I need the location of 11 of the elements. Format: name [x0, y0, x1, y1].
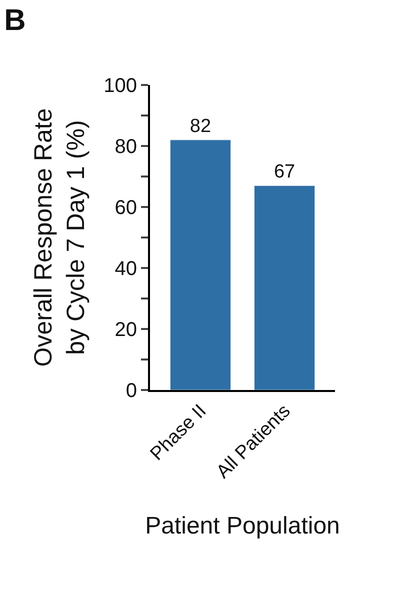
x-axis-title: Patient Population: [145, 512, 340, 540]
y-axis-title: Overall Response Rate by Cycle 7 Day 1 (%): [29, 108, 90, 367]
y-tick-label: 0: [126, 380, 137, 402]
data-label: 82: [190, 116, 212, 137]
y-tick-label: 40: [114, 258, 137, 280]
y-tick-label: 60: [114, 197, 137, 219]
y-tick-label: 100: [104, 75, 137, 97]
data-label: 67: [274, 162, 296, 183]
y-tick-label: 80: [114, 136, 137, 158]
chart-title: B: [4, 4, 26, 37]
y-tick-label: 20: [114, 319, 137, 341]
